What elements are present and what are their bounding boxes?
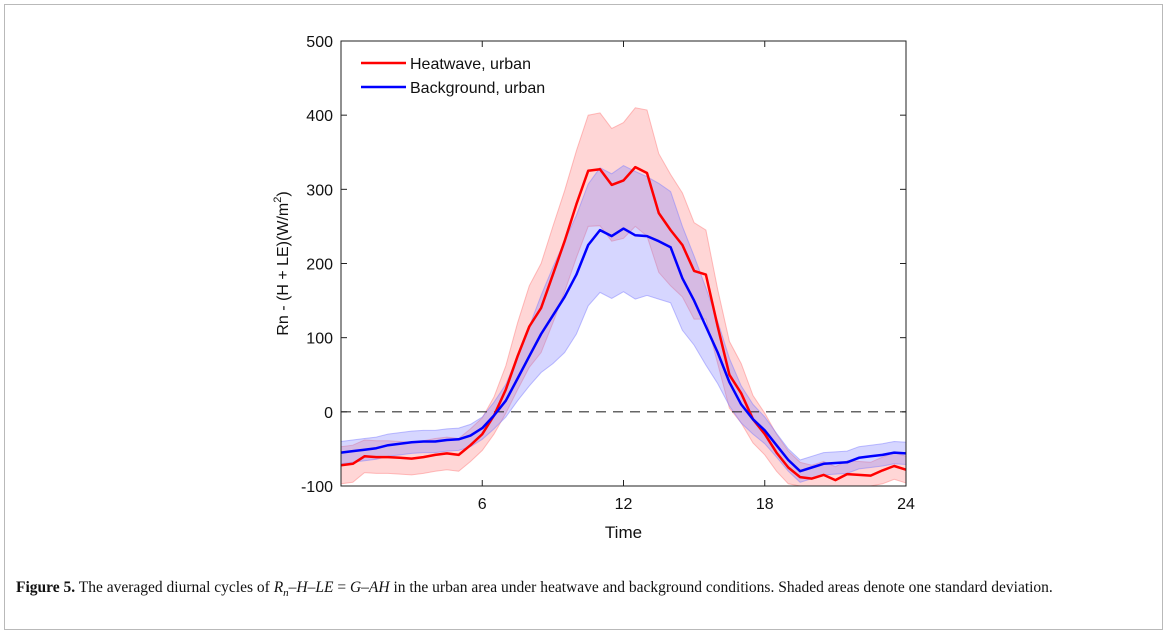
y-tick-label: -100 [301,479,333,496]
line-series-1 [340,165,907,482]
y-tick-label: 500 [306,34,333,51]
caption-eq-sub: n [283,587,289,600]
y-axis-label: Rn - (H + LE)(W/m2) [272,191,292,335]
x-tick-label: 24 [897,496,915,513]
x-tick-label: 12 [615,496,633,513]
figure-caption: Figure 5. The averaged diurnal cycles of… [16,578,1146,603]
chart-svg: 6 12 18 24 -100 0 100 200 300 400 500 Time Rn - (H… [272,34,915,542]
y-tick-label: 400 [306,108,333,125]
y-tick-label: 300 [306,182,333,199]
x-axis-label: Time [605,523,642,542]
x-tick-label: 6 [478,496,487,513]
axis-tick-labels: 6 12 18 24 -100 0 100 200 300 400 500 [301,34,915,513]
legend: Heatwave, urban Background, urban [361,56,545,97]
y-tick-label: 0 [324,405,333,422]
std-band-series-1 [340,107,907,487]
y-axis-label-close: ) [275,191,292,196]
figure-label: Figure 5. [16,579,76,596]
y-axis-label-sup: 2 [272,197,284,203]
caption-eq-rhs: G–AH [349,579,390,596]
line-series-2 [340,227,907,473]
std-bands [340,107,907,487]
y-axis-label-main: Rn - (H + LE)(W/m [275,203,292,336]
legend-label-series-2: Background, urban [410,80,545,97]
figure-frame [4,4,1163,630]
std-band-series-2 [340,165,907,483]
y-tick-label: 200 [306,257,333,274]
axis-ticks [341,40,907,487]
caption-eq-r: R [273,579,284,596]
legend-label-series-1: Heatwave, urban [410,56,531,73]
x-tick-label: 18 [756,496,774,513]
series-lines [340,165,907,482]
caption-text-2: in the urban area under heatwave and bac… [389,579,1053,596]
caption-eq-equals: = [333,579,350,596]
caption-eq-rest: –H–LE [288,579,334,596]
y-tick-label: 100 [306,331,333,348]
caption-text-1: The averaged diurnal cycles of [78,579,274,596]
